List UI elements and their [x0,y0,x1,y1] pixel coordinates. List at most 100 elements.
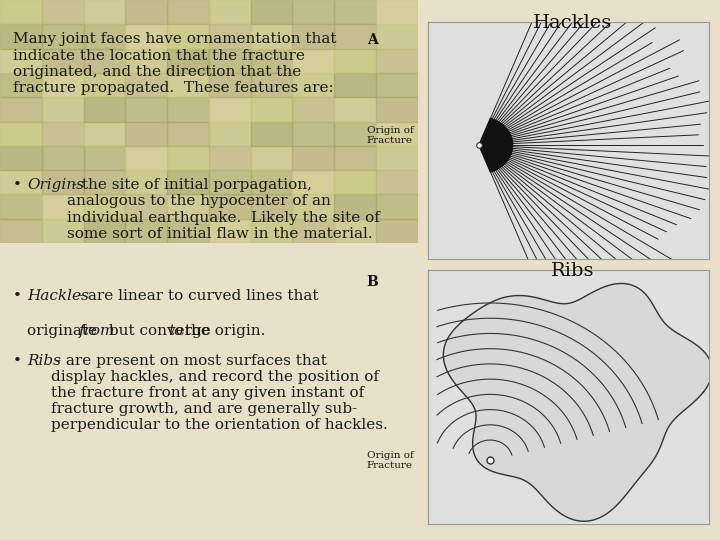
Bar [167,122,209,146]
Text: - are linear to curved lines that: - are linear to curved lines that [73,289,318,303]
Bar [292,122,334,146]
Bar [376,194,418,219]
Bar [167,146,209,170]
Bar [292,49,334,73]
Text: originate: originate [27,324,102,338]
Bar [376,0,418,24]
Bar [167,24,209,49]
Bar [125,219,167,243]
Text: Origin of
Fracture: Origin of Fracture [366,451,413,470]
Bar [42,49,84,73]
Text: Ribs: Ribs [27,354,61,368]
Bar [292,0,334,24]
Bar [251,0,292,24]
Bar [251,73,292,97]
Text: •: • [12,354,26,368]
Text: Ribs: Ribs [551,262,594,280]
Bar [0,122,42,146]
Text: the origin.: the origin. [180,324,266,338]
Text: Many joint faces have ornamentation that
indicate the location that the fracture: Many joint faces have ornamentation that… [12,32,336,95]
Text: Hackles: Hackles [27,289,89,303]
Bar [376,146,418,170]
Bar [42,24,84,49]
Bar [0,0,42,24]
Text: but converge: but converge [104,324,215,338]
Bar [209,49,251,73]
Text: - the site of initial porpagation,
analogous to the hypocenter of an
individual : - the site of initial porpagation, analo… [67,178,379,241]
Bar [0,24,42,49]
Polygon shape [479,118,513,172]
Bar [0,73,42,97]
Bar [334,97,376,122]
Bar [42,97,84,122]
Bar [334,146,376,170]
Bar [0,49,42,73]
Bar [125,24,167,49]
Text: to: to [168,324,184,338]
Bar [251,122,292,146]
Bar [209,0,251,24]
Bar [251,97,292,122]
Bar [0,146,42,170]
Bar [334,24,376,49]
Bar [42,219,84,243]
Bar [209,24,251,49]
Bar [334,0,376,24]
Bar [84,24,125,49]
Bar [334,219,376,243]
Bar [334,194,376,219]
Bar [251,170,292,194]
Bar [292,97,334,122]
Bar [376,73,418,97]
Bar [334,122,376,146]
Bar [334,73,376,97]
Bar [376,49,418,73]
Bar [376,24,418,49]
Bar [0,97,42,122]
Bar [125,146,167,170]
Text: from: from [79,324,116,338]
Bar [42,73,84,97]
Bar [84,219,125,243]
Bar [0,194,42,219]
Text: Hackles: Hackles [533,14,612,31]
Bar [42,0,84,24]
Text: - are present on most surfaces that
display hackles, and record the position of
: - are present on most surfaces that disp… [51,354,388,433]
Bar [125,0,167,24]
Bar [209,73,251,97]
Bar [209,219,251,243]
Bar [251,24,292,49]
Text: •: • [12,289,26,303]
Polygon shape [444,284,712,521]
Bar [84,0,125,24]
Bar [0,170,42,194]
Bar [376,122,418,146]
Bar [209,194,251,219]
Bar [84,194,125,219]
Bar [376,170,418,194]
Bar [125,170,167,194]
Bar [292,146,334,170]
Bar [334,49,376,73]
Text: A: A [366,33,377,48]
Text: Origin of
Fracture: Origin of Fracture [366,126,413,145]
Bar [167,0,209,24]
Bar [84,122,125,146]
Bar [167,97,209,122]
Bar [251,194,292,219]
Bar [167,73,209,97]
Bar [125,122,167,146]
Bar [84,49,125,73]
Bar [84,146,125,170]
Bar [84,170,125,194]
Text: Origins: Origins [27,178,84,192]
Bar [125,97,167,122]
Bar [42,170,84,194]
Bar [167,49,209,73]
Bar [84,97,125,122]
Bar [42,146,84,170]
Bar [334,170,376,194]
Bar [167,194,209,219]
Bar [251,146,292,170]
Text: •: • [12,178,26,192]
